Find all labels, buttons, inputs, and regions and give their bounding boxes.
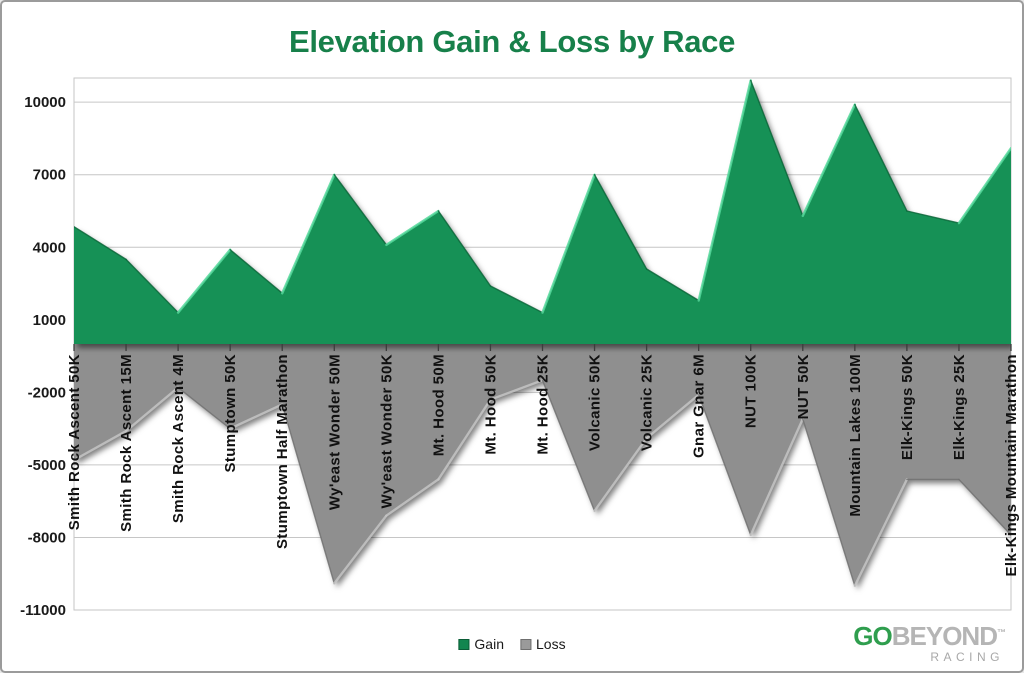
category-label: Smith Rock Ascent 15M <box>118 354 135 532</box>
logo-beyond-text: BEYOND <box>891 621 998 651</box>
trademark-symbol: ™ <box>997 627 1006 638</box>
y-axis-label: 10000 <box>24 94 66 111</box>
chart-legend: Gain Loss <box>458 636 566 652</box>
y-axis-label: 4000 <box>33 239 66 256</box>
category-label: Gnar Gnar 6M <box>691 354 708 458</box>
loss-area <box>74 344 1011 588</box>
category-label: Stumptown Half Marathon <box>274 354 291 549</box>
legend-label-gain: Gain <box>474 636 504 652</box>
legend-label-loss: Loss <box>536 636 566 652</box>
legend-item-loss: Loss <box>520 636 566 652</box>
category-label: Mt. Hood 50K <box>482 354 499 455</box>
category-label: NUT 100K <box>743 354 760 428</box>
y-axis-label: -2000 <box>28 384 66 401</box>
category-label: Volcanic 50K <box>587 354 604 451</box>
category-label: Mt. Hood 50M <box>430 354 447 456</box>
gobeyond-racing-logo: GOBEYOND™ RACING <box>853 623 1006 663</box>
category-label: Mt. Hood 25K <box>535 354 552 455</box>
category-label: Smith Rock Ascent 4M <box>170 354 187 523</box>
y-axis-label: -5000 <box>28 457 66 474</box>
logo-go-text: GO <box>853 621 892 651</box>
y-axis-label: 1000 <box>33 312 66 329</box>
category-label: Wy'east Wonder 50K <box>378 354 395 508</box>
category-label: Stumptown 50K <box>222 354 239 473</box>
y-axis-label: 7000 <box>33 167 66 184</box>
category-label: Elk-Kings Mountain Marathon <box>1003 354 1020 576</box>
category-label: NUT 50K <box>795 354 812 419</box>
y-axis-label: -11000 <box>20 602 66 619</box>
legend-item-gain: Gain <box>458 636 504 652</box>
logo-racing-text: RACING <box>930 650 1004 664</box>
loss-swatch-icon <box>520 638 531 650</box>
category-label: Wy'east Wonder 50M <box>326 354 343 510</box>
gain-swatch-icon <box>458 638 470 650</box>
category-label: Smith Rock Ascent 50K <box>66 354 83 530</box>
chart-title: Elevation Gain & Loss by Race <box>288 24 736 59</box>
category-label: Mountain Lakes 100M <box>847 354 864 517</box>
category-label: Elk-Kings 50K <box>899 354 916 460</box>
gain-area <box>74 79 1011 345</box>
category-label: Volcanic 25K <box>639 354 656 451</box>
category-label: Elk-Kings 25K <box>951 354 968 460</box>
logo-wordmark: GOBEYOND™ <box>853 623 1006 649</box>
y-axis-label: -8000 <box>28 529 66 546</box>
